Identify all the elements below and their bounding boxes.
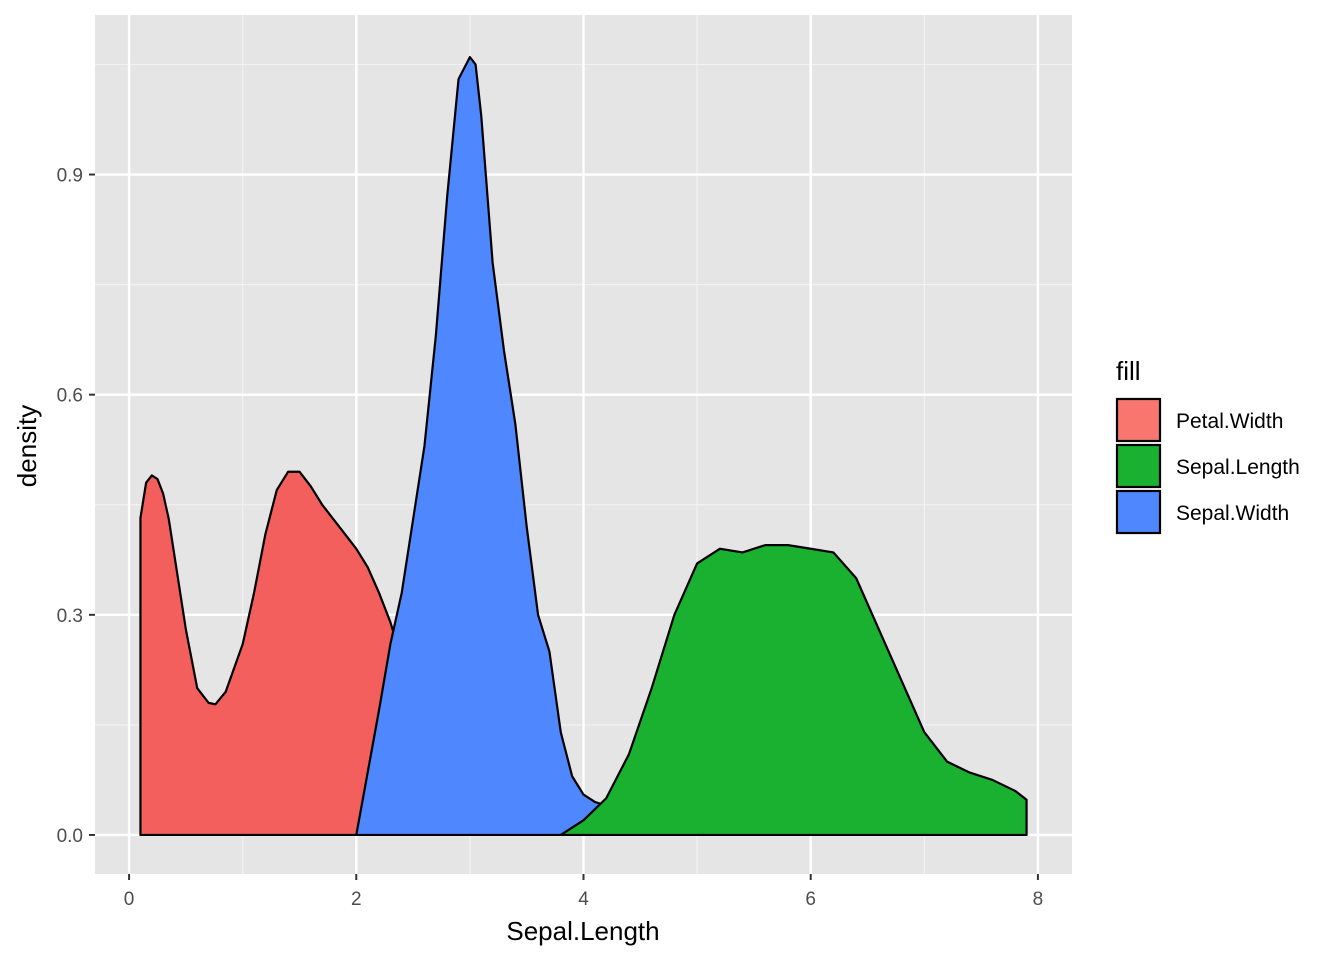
x-tick-label: 6: [805, 889, 816, 910]
axis-ticks: [89, 173, 1039, 880]
y-tick-label: 0.3: [57, 606, 83, 627]
legend-swatch: [1115, 443, 1162, 489]
x-axis-tick-labels: 0 2 4 6 8: [124, 889, 1043, 910]
y-tick-label: 0.0: [57, 826, 83, 847]
legend: fill Petal.Width Sepal.Length Sepal.Width: [1115, 356, 1300, 535]
y-tick-label: 0.9: [57, 166, 83, 187]
legend-label: Sepal.Length: [1176, 456, 1300, 479]
legend-swatch: [1115, 397, 1162, 443]
legend-swatch: [1115, 489, 1162, 535]
legend-label: Sepal.Width: [1176, 502, 1289, 525]
density-area-sepal-length: [559, 544, 1028, 837]
legend-title: fill: [1116, 356, 1141, 386]
x-tick-label: 4: [578, 889, 589, 910]
y-tick-label: 0.6: [57, 386, 83, 407]
x-tick-label: 8: [1033, 889, 1044, 910]
x-tick-label: 0: [124, 889, 135, 910]
y-axis-tick-labels: 0.0 0.3 0.6 0.9: [57, 166, 83, 847]
y-axis-title: density: [12, 405, 42, 487]
density-series: [139, 56, 1028, 837]
legend-entries: Petal.Width Sepal.Length Sepal.Width: [1115, 397, 1300, 535]
x-tick-label: 2: [351, 889, 362, 910]
legend-label: Petal.Width: [1176, 410, 1283, 433]
x-axis-title: Sepal.Length: [506, 916, 659, 946]
